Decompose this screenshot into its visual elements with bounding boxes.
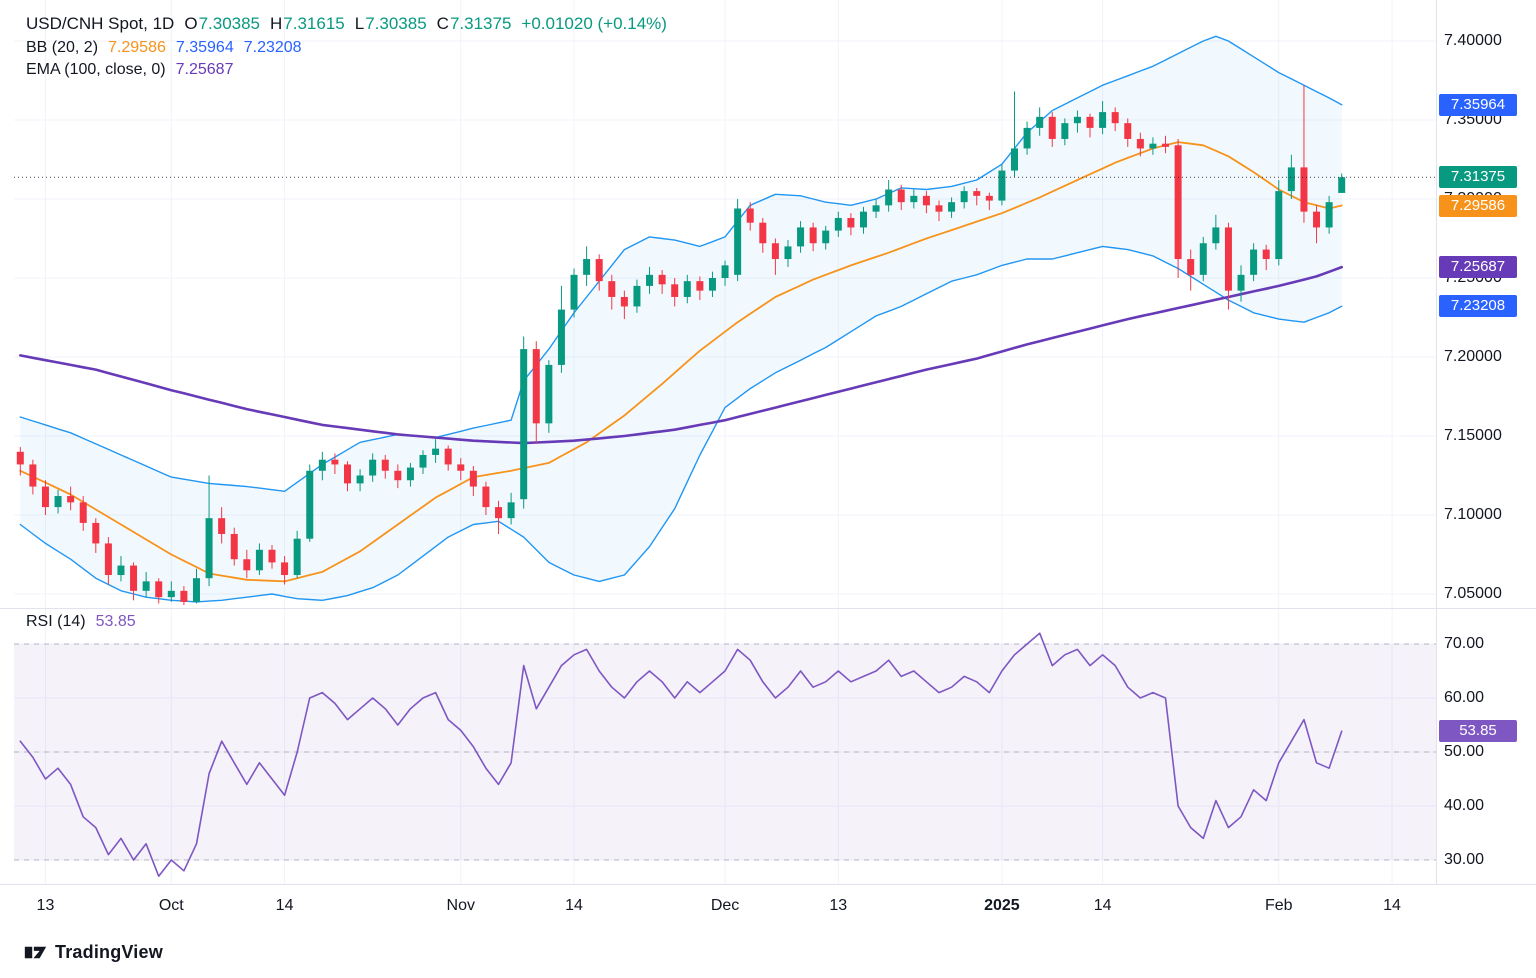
bb-legend-row[interactable]: BB (20, 2) 7.29586 7.35964 7.23208: [26, 39, 667, 57]
price-badge-bb-upper: 7.35964: [1439, 93, 1517, 116]
time-tick-label: 14: [565, 897, 583, 914]
low-value: L7.30385: [354, 14, 427, 33]
time-tick-label: 13: [36, 897, 55, 914]
rsi-label: RSI (14): [26, 613, 86, 630]
time-tick-label: 14: [1093, 897, 1112, 914]
time-tick-label: 14: [1383, 897, 1401, 914]
chart-legend: USD/CNH Spot, 1D O7.30385 H7.31615 L7.30…: [26, 14, 667, 83]
ema-value: 7.25687: [175, 61, 234, 78]
time-tick-label: Dec: [710, 897, 740, 914]
price-tick-label: 7.15000: [1444, 427, 1502, 444]
time-tick-label: Nov: [446, 897, 475, 914]
ema-legend-row[interactable]: EMA (100, close, 0) 7.25687: [26, 61, 667, 79]
time-tick-label: 13: [829, 897, 848, 914]
price-badge-bb-lower: 7.23208: [1439, 295, 1517, 318]
bb-basis-value: 7.29586: [108, 39, 166, 56]
rsi-tick-label: 50.00: [1444, 743, 1485, 760]
time-tick-label: Oct: [158, 897, 184, 914]
bb-lower-value: 7.23208: [243, 39, 302, 56]
close-value: C7.31375: [436, 14, 512, 33]
ema-label: EMA (100, close, 0): [26, 61, 166, 78]
rsi-tick-label: 70.00: [1444, 635, 1485, 652]
price-tick-label: 7.20000: [1444, 348, 1502, 365]
time-tick-label: Feb: [1264, 897, 1293, 914]
tradingview-logo-text: TradingView: [55, 942, 163, 962]
bb-upper-value: 7.35964: [175, 39, 234, 56]
tradingview-logo-icon: [24, 946, 47, 959]
price-tick-label: 7.05000: [1444, 585, 1502, 602]
bb-label: BB (20, 2): [26, 39, 99, 56]
time-tick-label: 14: [275, 897, 294, 914]
rsi-tick-label: 40.00: [1444, 797, 1485, 814]
symbol-legend-row[interactable]: USD/CNH Spot, 1D O7.30385 H7.31615 L7.30…: [26, 14, 667, 34]
rsi-badge-rsi-value: 53.85: [1439, 720, 1517, 743]
rsi-tick-label: 60.00: [1444, 689, 1485, 706]
price-tick-label: 7.10000: [1444, 506, 1502, 523]
symbol-title[interactable]: USD/CNH Spot, 1D: [26, 14, 175, 33]
rsi-value: 53.85: [95, 613, 136, 630]
change-value: +0.01020 (+0.14%): [521, 14, 667, 33]
rsi-legend-row[interactable]: RSI (14) 53.85: [26, 613, 136, 631]
price-badge-last-price: 7.31375: [1439, 166, 1517, 189]
price-badge-ema: 7.25687: [1439, 256, 1517, 279]
high-value: H7.31615: [270, 14, 345, 33]
price-badge-bb-basis: 7.29586: [1439, 194, 1517, 217]
price-tick-label: 7.40000: [1444, 32, 1502, 49]
candles-layer: [16, 85, 1346, 606]
ema-layer: [18, 265, 1343, 445]
rsi-tick-label: 30.00: [1444, 851, 1485, 868]
open-value: O7.30385: [184, 14, 261, 33]
tradingview-logo[interactable]: TradingView: [24, 941, 163, 964]
time-tick-label: 2025: [984, 897, 1020, 914]
bollinger-bands-layer: [19, 35, 1343, 603]
rsi-pane: [14, 632, 1436, 878]
